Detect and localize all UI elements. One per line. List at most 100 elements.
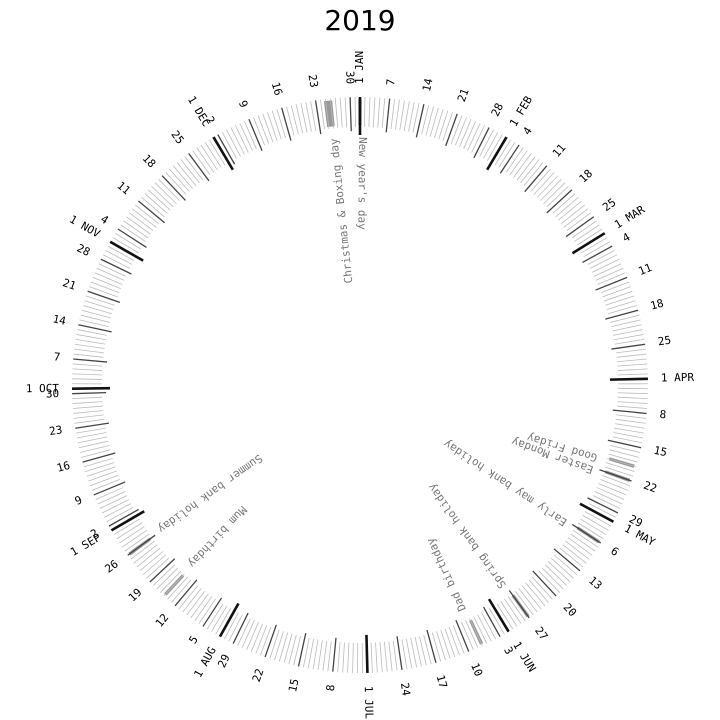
month-label: 1 JAN [353,51,366,84]
day-tick [617,363,648,367]
week-tick [611,343,646,350]
day-tick [405,638,413,669]
day-tick [78,440,109,449]
week-date-label: 28 [489,101,507,119]
day-tick [580,518,607,536]
day-tick [581,237,608,254]
week-date-label: 29 [627,512,645,530]
day-tick [337,642,341,673]
day-tick [596,487,625,500]
day-tick [88,470,117,482]
day-tick [97,491,126,505]
day-tick [339,97,343,128]
day-tick [269,629,280,659]
day-tick [577,522,604,540]
day-tick [521,585,542,610]
day-tick [612,436,643,444]
week-date-label: 30 [46,387,60,400]
holiday-label: Spring bank holiday [425,481,509,591]
day-tick [375,642,378,673]
day-tick [102,254,131,269]
day-tick [196,147,215,173]
week-date-label: 22 [642,479,659,496]
week-date-label: 14 [420,77,436,93]
day-tick [516,156,536,181]
day-tick [461,622,474,650]
day-tick [276,109,286,139]
day-tick [610,445,641,453]
day-tick [310,101,317,131]
day-tick [562,544,587,564]
week-tick [385,98,391,133]
day-tick [442,112,453,141]
month-tick [109,240,144,262]
day-tick [401,639,408,670]
day-tick [595,267,624,281]
day-tick [74,348,105,354]
month-tick [218,602,240,638]
day-tick [211,605,228,632]
month-tick [365,634,369,673]
week-date-label: 3 [501,645,516,657]
day-tick [307,638,315,669]
week-date-label: 4 [98,212,111,227]
day-tick [377,97,381,128]
day-tick [471,125,485,153]
day-tick [552,193,576,214]
day-tick [565,540,590,560]
day-tick [194,596,213,622]
day-tick [523,162,544,187]
week-tick [82,452,116,463]
week-tick [473,127,490,159]
week-tick [607,439,642,449]
week-tick [281,107,292,141]
day-tick [525,582,546,607]
week-date-label: 27 [532,624,550,642]
day-tick [419,635,427,666]
week-tick [314,100,322,135]
day-tick [588,503,616,518]
day-tick [566,212,592,231]
day-tick [543,182,566,205]
day-tick [178,585,199,610]
week-date-label: 15 [286,678,302,694]
holiday-label: Summer bank holiday [155,452,265,536]
day-tick [257,115,270,144]
day-tick [614,427,645,434]
day-tick [83,457,113,468]
day-tick [73,410,104,414]
day-tick [603,290,633,302]
day-tick [158,178,180,201]
day-tick [156,567,179,590]
day-tick [368,97,371,128]
month-label: 1 APR [661,371,695,385]
day-tick [412,103,420,133]
day-tick [607,305,637,315]
week-tick [532,570,557,597]
day-tick [440,629,451,659]
day-tick [479,129,494,157]
day-tick [617,368,648,371]
day-tick [547,561,571,583]
day-tick [255,625,268,654]
week-date-label: 23 [306,73,321,88]
day-tick [176,162,197,187]
week-date-label: 11 [550,141,568,160]
day-tick [226,129,241,157]
day-tick [290,105,299,135]
day-tick [605,295,635,306]
week-date-label: 18 [649,297,665,313]
month-tick [487,598,510,633]
day-tick [530,168,551,192]
week-tick [217,134,236,165]
day-tick [186,590,206,616]
day-tick [113,518,140,536]
day-tick [228,614,243,642]
day-tick [80,314,110,323]
day-tick [128,212,154,231]
day-tick [72,401,103,404]
day-tick [204,142,222,168]
week-tick [605,309,639,320]
day-tick [72,368,103,371]
